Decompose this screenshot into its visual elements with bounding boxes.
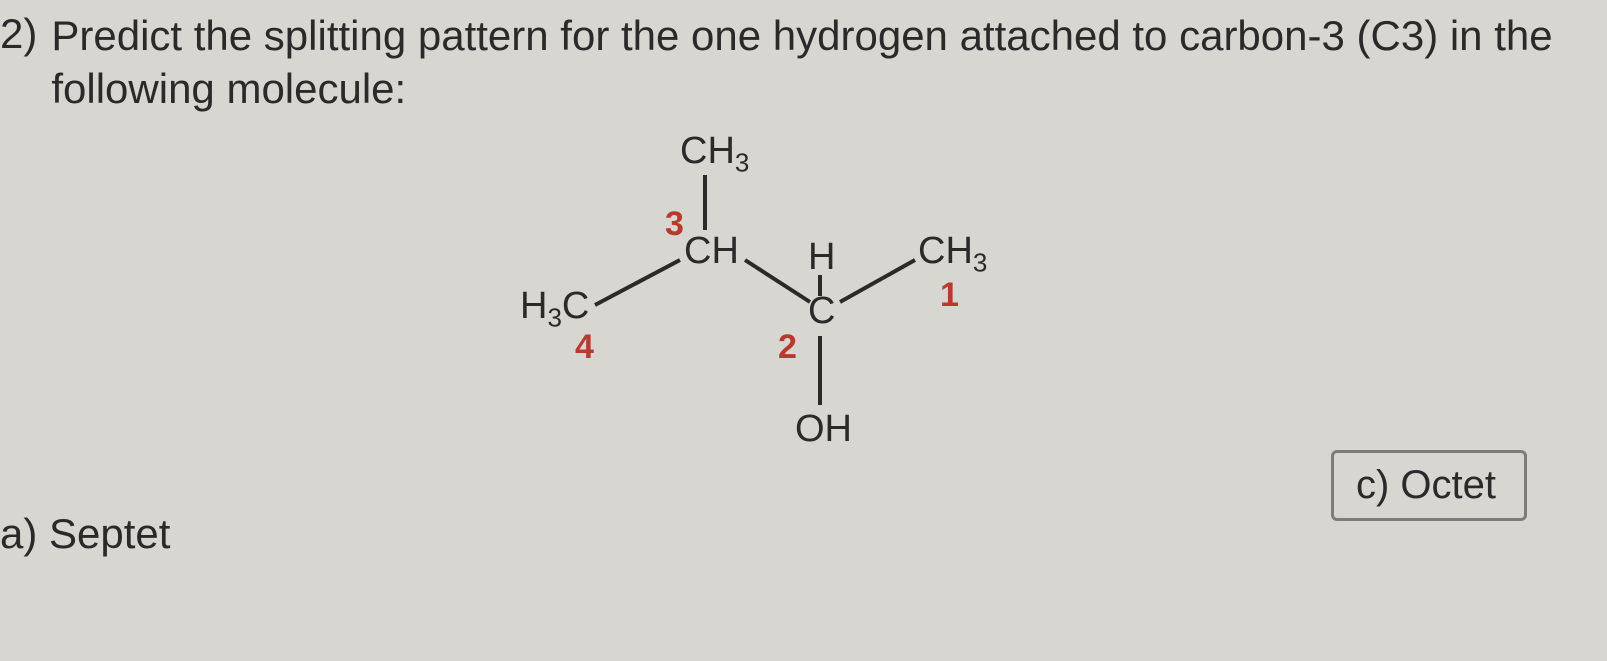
question-text: Predict the splitting pattern for the on… bbox=[51, 10, 1607, 115]
answer-option-c-boxed: c) Octet bbox=[1331, 450, 1527, 521]
label-ch3-top: CH3 bbox=[680, 130, 749, 179]
answer-option-a: a) Septet bbox=[0, 510, 170, 558]
label-ch-c3: CH bbox=[684, 230, 739, 273]
carbon-label-2: 2 bbox=[778, 328, 797, 367]
carbon-label-4: 4 bbox=[575, 328, 594, 367]
question-number: 2) bbox=[0, 10, 37, 58]
label-ch3-right: CH3 bbox=[918, 230, 987, 279]
carbon-label-1: 1 bbox=[940, 276, 959, 315]
bond-lines bbox=[520, 130, 1040, 490]
label-oh: OH bbox=[795, 408, 852, 451]
label-h-c2: H bbox=[808, 236, 835, 279]
carbon-label-3: 3 bbox=[665, 205, 684, 244]
molecule-structure: CH3 3 CH H3C 4 H C 2 CH3 1 OH bbox=[520, 130, 1040, 490]
label-h3c-left: H3C bbox=[520, 285, 589, 334]
label-c-c2: C bbox=[808, 290, 835, 333]
question-row: 2) Predict the splitting pattern for the… bbox=[0, 10, 1607, 115]
